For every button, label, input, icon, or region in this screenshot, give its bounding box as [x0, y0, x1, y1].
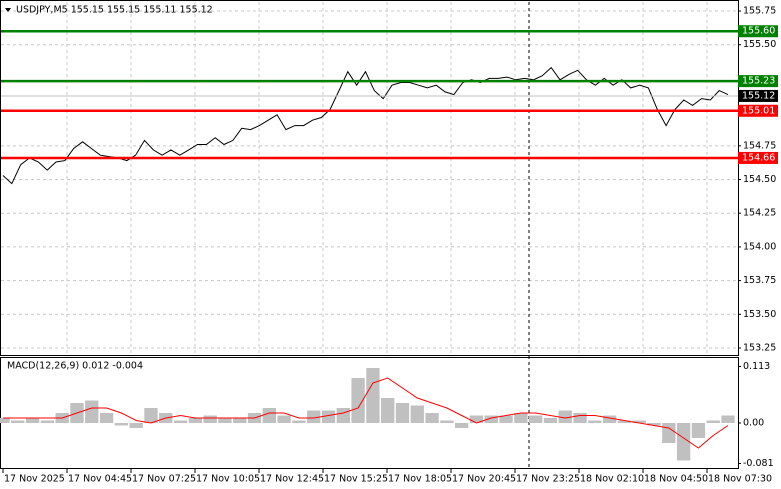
macd-bar	[351, 378, 365, 423]
x-tick-label: 17 Nov 07:25	[132, 474, 196, 485]
x-tick-label: 17 Nov 23:25	[516, 474, 580, 485]
macd-bar	[469, 415, 484, 423]
macd-bar	[617, 420, 632, 423]
level-box	[738, 75, 778, 88]
macd-bar	[543, 418, 558, 423]
y-tick-label: 154.25	[743, 208, 776, 219]
macd-bar	[218, 418, 232, 423]
y-tick-label: 155.75	[743, 6, 776, 17]
macd-bar	[0, 418, 10, 423]
macd-bar	[188, 418, 203, 423]
macd-bar	[514, 413, 528, 423]
macd-bar	[25, 418, 40, 423]
y-tick-label: 153.50	[743, 309, 776, 320]
x-tick-label: 17 Nov 20:45	[452, 474, 516, 485]
macd-bar	[662, 423, 676, 443]
macd-bar	[588, 420, 602, 423]
macd-bar	[647, 423, 661, 426]
macd-bar	[11, 420, 25, 423]
macd-bar	[85, 400, 99, 423]
macd-bar	[114, 423, 129, 426]
macd-title: MACD(12,26,9) 0.012 -0.004	[7, 361, 143, 372]
signal-line	[3, 377, 729, 449]
y-tick-label: 0.113	[743, 361, 770, 372]
macd-bar	[292, 420, 306, 423]
x-tick-label: 17 Nov 15:25	[324, 474, 388, 485]
macd-bar	[484, 415, 498, 423]
macd-bar	[262, 408, 276, 423]
macd-frame	[0, 357, 739, 469]
x-tick-label: 18 Nov 04:50	[644, 474, 708, 485]
macd-bar	[395, 403, 410, 423]
main-frame	[0, 0, 739, 356]
y-tick-label: 153.75	[743, 275, 776, 286]
macd-bar	[632, 420, 646, 423]
y-tick-label: 155.50	[743, 39, 776, 50]
grid-layer	[1, 2, 738, 355]
macd-bar	[691, 423, 706, 438]
macd-bar	[706, 420, 720, 423]
y-tick-label: 153.25	[743, 342, 776, 353]
macd-bar	[602, 415, 617, 423]
macd-bar	[440, 420, 454, 423]
macd-bar	[144, 408, 158, 423]
macd-bar	[307, 410, 321, 423]
level-box	[738, 25, 778, 38]
macd-bar	[455, 423, 469, 428]
macd-bar	[676, 423, 691, 461]
current-price-label: 155.12	[742, 90, 775, 101]
macd-bar	[99, 413, 114, 423]
macd-bar	[410, 405, 424, 423]
macd-bar	[321, 410, 336, 423]
x-tick-label: 17 Nov 12:45	[260, 474, 324, 485]
y-tick-label: 154.75	[743, 140, 776, 151]
level-box	[738, 104, 778, 117]
current-price-box	[738, 89, 778, 102]
macd-bar	[203, 415, 217, 423]
macd-bar	[381, 398, 395, 423]
level-label: 155.23	[742, 76, 775, 87]
macd-bar	[721, 415, 735, 423]
x-tick-label: 17 Nov 10:05	[196, 474, 260, 485]
x-tick-label: 17 Nov 04:45	[68, 474, 132, 485]
x-tick-label: 18 Nov 07:30	[708, 474, 772, 485]
macd-bar	[277, 415, 291, 423]
macd-bar	[573, 413, 587, 423]
y-tick-label: -0.081	[743, 458, 774, 469]
macd-bar	[499, 415, 513, 423]
macd-bar	[425, 413, 439, 423]
y-tick-label: 154.50	[743, 174, 776, 185]
macd-bar	[558, 410, 572, 423]
y-tick-label: 154.00	[743, 241, 776, 252]
y-tick-label: 0.00	[743, 418, 764, 429]
macd-bar	[129, 423, 143, 428]
macd-bar	[233, 418, 247, 423]
level-label: 154.66	[742, 152, 775, 163]
macd-bar	[173, 420, 188, 423]
x-tick-label: 17 Nov 18:05	[388, 474, 452, 485]
x-tick-label: 18 Nov 02:10	[580, 474, 644, 485]
level-label: 155.60	[742, 26, 775, 37]
macd-bar	[528, 415, 543, 423]
level-label: 155.01	[742, 105, 775, 116]
x-tick-label: 17 Nov 2025	[4, 474, 65, 485]
menu-icon[interactable]	[5, 8, 11, 12]
macd-bar	[366, 368, 380, 423]
chart-title: USDJPY,M5 155.15 155.15 155.11 155.12	[16, 5, 213, 16]
level-box	[738, 151, 778, 164]
macd-bar	[336, 408, 350, 423]
macd-bar	[40, 420, 55, 423]
